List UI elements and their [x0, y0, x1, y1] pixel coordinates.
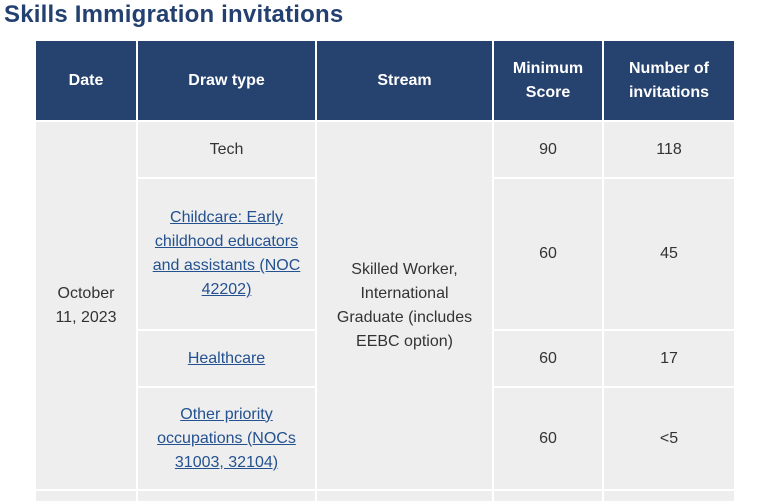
- header-draw-type: Draw type: [138, 41, 317, 122]
- empty-cell: [494, 491, 604, 503]
- page-title: Skills Immigration invitations: [4, 1, 344, 28]
- draw-type-link-healthcare[interactable]: Healthcare: [187, 349, 266, 367]
- draw-type-cell: Other priority occupations (NOCs 31003, …: [138, 388, 317, 491]
- table-row-partial: [36, 491, 734, 503]
- table-row: Childcare: Early childhood educators and…: [36, 179, 734, 331]
- table-row: Other priority occupations (NOCs 31003, …: [36, 388, 734, 491]
- minimum-score-cell: 60: [494, 331, 604, 388]
- draw-type-text: Tech: [209, 140, 244, 158]
- header-stream: Stream: [317, 41, 494, 122]
- table-row: October 11, 2023 Tech Skilled Worker, In…: [36, 122, 734, 491]
- draw-type-link-other-priority[interactable]: Other priority occupations (NOCs 31003, …: [157, 405, 296, 471]
- table-header-row: Date Draw type Stream Minimum Score Numb…: [36, 41, 734, 122]
- invitations-cell: 45: [604, 179, 734, 331]
- empty-cell: [138, 491, 317, 503]
- stream-cell: Skilled Worker, International Graduate (…: [317, 122, 494, 491]
- draw-type-cell: Tech: [138, 122, 317, 179]
- minimum-score-cell: 90: [494, 122, 604, 179]
- empty-cell: [317, 491, 494, 503]
- empty-cell: [36, 491, 138, 503]
- draw-type-cell: Healthcare: [138, 331, 317, 388]
- invitations-cell: <5: [604, 388, 734, 491]
- invitations-cell: 17: [604, 331, 734, 388]
- draw-type-link-childcare[interactable]: Childcare: Early childhood educators and…: [152, 209, 301, 298]
- header-minimum-score: Minimum Score: [494, 41, 604, 122]
- minimum-score-cell: 60: [494, 388, 604, 491]
- empty-cell: [604, 491, 734, 503]
- date-cell: October 11, 2023: [36, 122, 138, 491]
- header-date: Date: [36, 41, 138, 122]
- invitations-table: Date Draw type Stream Minimum Score Numb…: [36, 41, 734, 503]
- draw-type-cell: Childcare: Early childhood educators and…: [138, 179, 317, 331]
- header-number-of-invitations: Number of invitations: [604, 41, 734, 122]
- table-row: Healthcare 60 17: [36, 331, 734, 388]
- minimum-score-cell: 60: [494, 179, 604, 331]
- invitations-cell: 118: [604, 122, 734, 179]
